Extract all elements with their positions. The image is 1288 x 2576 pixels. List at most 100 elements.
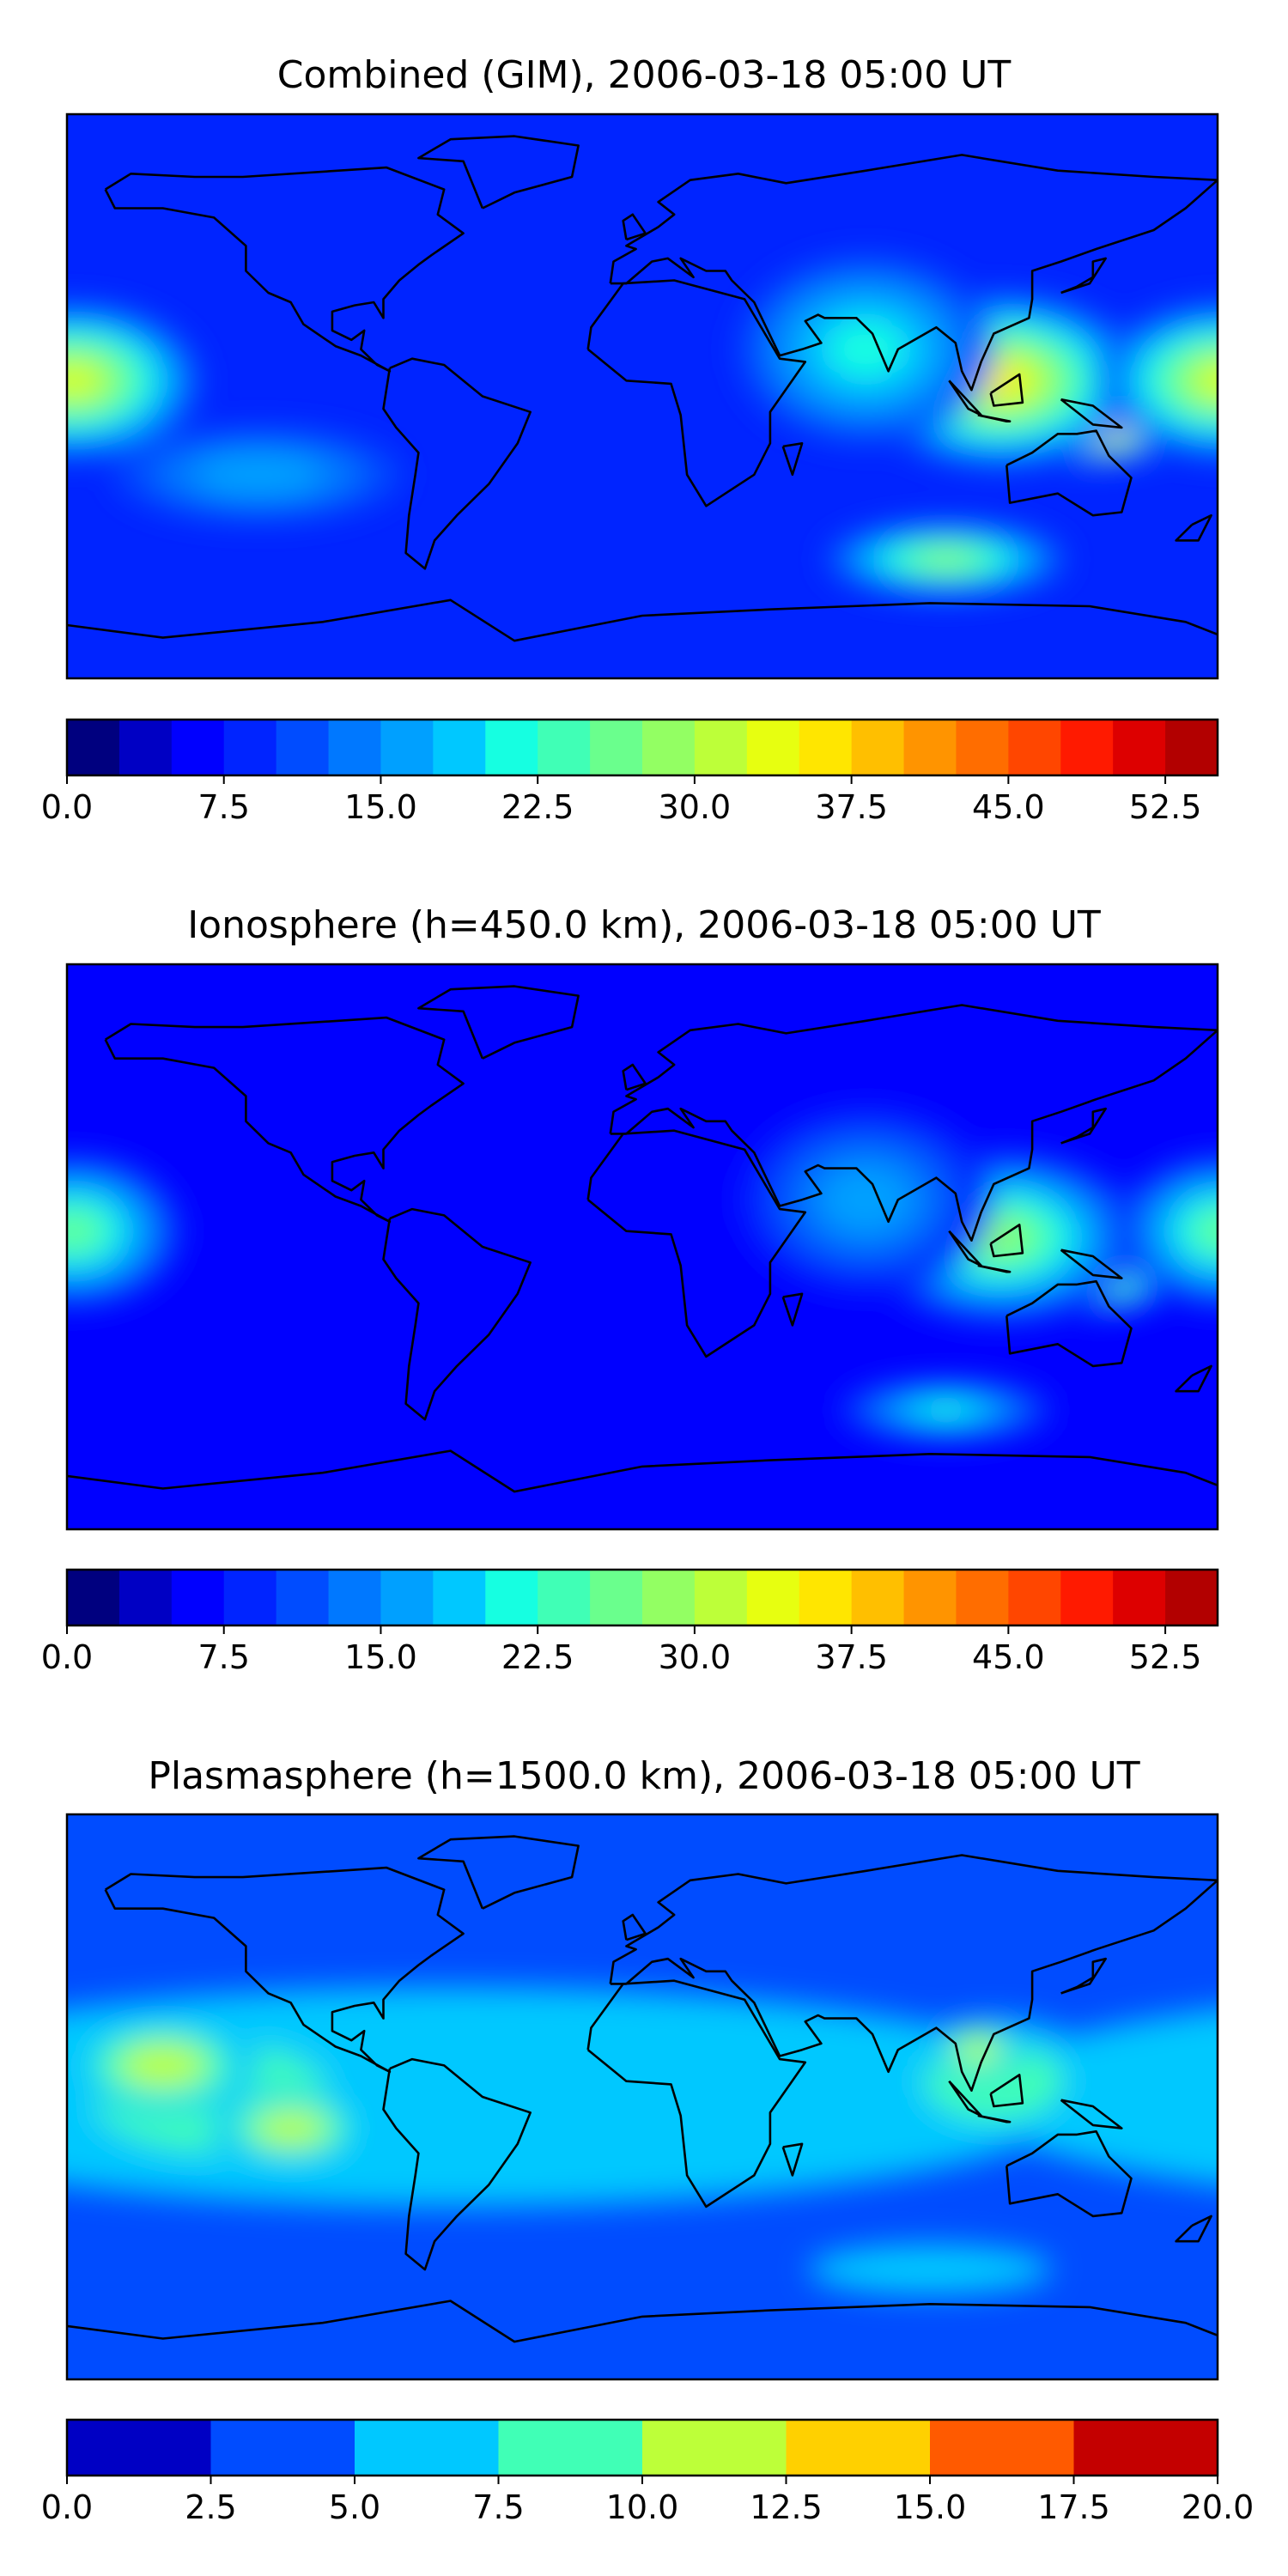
colorbar-segment <box>1113 1570 1166 1625</box>
colorbar-frame <box>65 718 1219 777</box>
coastline <box>1005 1279 1133 1368</box>
coastline <box>622 1913 647 1941</box>
colorbar-segment <box>1008 720 1061 775</box>
panel-2-map <box>65 963 1219 1531</box>
colorbar-segment <box>380 720 434 775</box>
colorbar-tick-label: 45.0 <box>972 1638 1045 1676</box>
colorbar-segment <box>694 720 748 775</box>
colorbar-tick-label: 22.5 <box>501 1638 574 1676</box>
colorbar-segment <box>67 720 120 775</box>
colorbar-segment <box>171 1570 225 1625</box>
colorbar-segment <box>433 1570 486 1625</box>
colorbar-segment <box>903 720 957 775</box>
contour-region <box>1170 2038 1218 2155</box>
coastline <box>948 380 982 416</box>
colorbar-frame <box>65 1568 1219 1627</box>
colorbar-tick-label: 15.0 <box>344 1638 417 1676</box>
coastline <box>417 985 580 1060</box>
colorbar-tick-label: 10.0 <box>606 2488 679 2526</box>
colorbar-segment <box>799 1570 853 1625</box>
colorbar-segment <box>118 720 173 775</box>
colorbar-segment <box>276 1570 330 1625</box>
colorbar-segment <box>538 720 591 775</box>
map-frame <box>65 112 1219 680</box>
colorbar-segment <box>642 2420 787 2476</box>
panel-3-map <box>65 1813 1219 2381</box>
colorbar-segment <box>746 1570 800 1625</box>
contour-region <box>1190 1207 1218 1255</box>
coastline <box>781 2142 804 2177</box>
coastline <box>622 213 647 241</box>
panel-1-colorbar: 0.0 7.5 15.0 22.5 30.0 37.5 45.0 52.5 <box>41 718 1219 826</box>
contour-region <box>957 2037 998 2063</box>
colorbar-segment <box>642 1570 696 1625</box>
panel-3-title: Plasmasphere (h=1500.0 km), 2006-03-18 0… <box>148 1754 1139 1798</box>
coastline <box>781 1292 804 1327</box>
contour-region <box>808 2244 1052 2295</box>
colorbar-segment <box>171 720 225 775</box>
coastline <box>417 1835 580 1910</box>
colorbar-segment <box>1073 2420 1218 2476</box>
coastline <box>1060 1957 1107 1995</box>
contour-region <box>923 552 969 567</box>
coastline <box>948 1230 982 1267</box>
coastline <box>417 135 580 210</box>
colorbar-segment <box>328 1570 381 1625</box>
colorbar-tick-label: 37.5 <box>815 1638 888 1676</box>
colorbar-tick-label: 7.5 <box>198 788 250 826</box>
panel-2-title: Ionosphere (h=450.0 km), 2006-03-18 05:0… <box>187 903 1101 947</box>
colorbar-segment <box>355 2420 499 2476</box>
coastline <box>977 414 1012 422</box>
colorbar-tick-label: 2.5 <box>185 2488 236 2526</box>
colorbar-segment <box>590 720 643 775</box>
colorbar-segment <box>67 1570 120 1625</box>
coastline <box>977 1264 1012 1273</box>
colorbar-segment <box>956 1570 1009 1625</box>
colorbar-tick-label: 15.0 <box>894 2488 967 2526</box>
colorbar-tick-label: 30.0 <box>659 1638 732 1676</box>
contour-region <box>829 322 903 377</box>
colorbar-segment <box>223 720 277 775</box>
coastline <box>586 1979 807 2208</box>
coastline <box>1005 429 1133 517</box>
coastline <box>104 166 465 373</box>
colorbar-segment <box>903 1570 957 1625</box>
colorbar-tick-label: 7.5 <box>472 2488 524 2526</box>
coastline <box>1060 2099 1123 2129</box>
coastline <box>1175 2215 1212 2243</box>
colorbar-segment <box>498 2420 643 2476</box>
coastline <box>67 598 1218 642</box>
contour-region <box>919 1402 974 1418</box>
colorbar-segment <box>694 1570 748 1625</box>
map-frame <box>65 1813 1219 2381</box>
colorbar-tick-label: 12.5 <box>750 2488 823 2526</box>
coastlines <box>67 1835 1218 2343</box>
colorbar-segment <box>930 2420 1074 2476</box>
colorbar-segment <box>210 2420 355 2476</box>
coastline <box>989 1224 1024 1258</box>
coastline <box>382 357 532 570</box>
colorbar-tick-label: 0.0 <box>41 788 93 826</box>
colorbar-tick-label: 7.5 <box>198 1638 250 1676</box>
colorbar-segment <box>1165 720 1218 775</box>
coastlines <box>67 985 1218 1493</box>
panel-1-map <box>65 112 1219 680</box>
coastline <box>977 2114 1012 2123</box>
contour-region <box>821 1167 911 1233</box>
contour-region <box>1192 361 1218 400</box>
contour-region <box>1203 1217 1218 1245</box>
coastline <box>989 2074 1024 2108</box>
contour-region <box>120 2044 206 2087</box>
coastline <box>1005 2129 1133 2218</box>
panel-3-colorbar: 0.0 2.5 5.0 7.5 10.0 12.5 15.0 17.5 20.0 <box>41 2418 1254 2526</box>
coastline <box>67 1449 1218 1493</box>
coastline <box>781 442 804 477</box>
coastline <box>586 1129 807 1358</box>
colorbar-segment <box>851 1570 905 1625</box>
coastline <box>609 1854 1218 2092</box>
colorbar-segment <box>380 1570 434 1625</box>
colorbar-segment <box>1008 1570 1061 1625</box>
contour-region <box>255 2111 326 2146</box>
coastline <box>382 1207 532 1421</box>
colorbar-segment <box>328 720 381 775</box>
